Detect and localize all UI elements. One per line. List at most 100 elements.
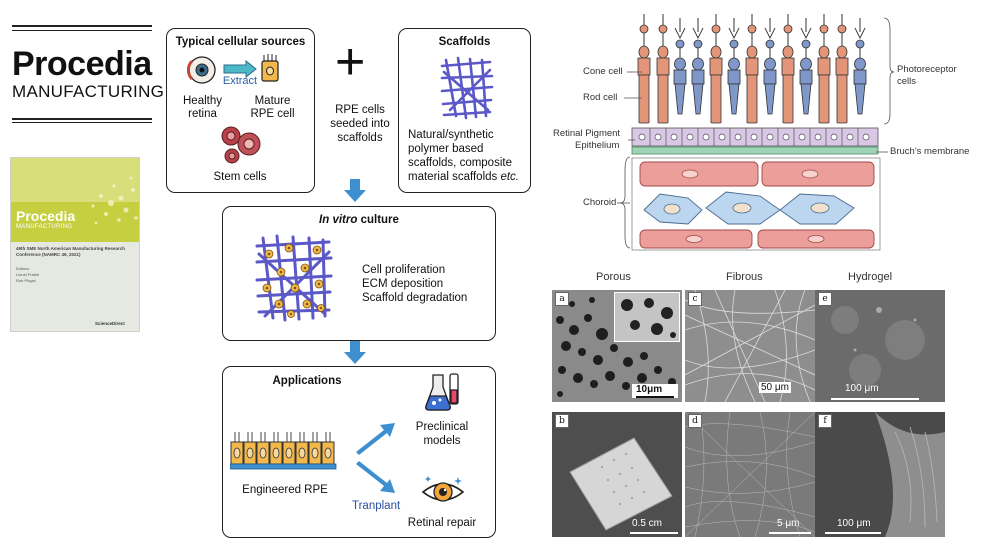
journal-subtitle: MANUFACTURING: [12, 82, 165, 101]
bruch-membrane-label: Bruch's membrane: [890, 146, 970, 157]
plus-sign: +: [335, 33, 366, 91]
rpe-cell-icon: [261, 54, 279, 82]
journal-name: Procedia: [12, 45, 152, 83]
micrograph-panel-e: e 100 μm: [815, 290, 945, 402]
scaffolds-desc-etc: etc.: [500, 171, 520, 183]
scaffolds-desc-4: material scaffolds etc.: [408, 171, 519, 184]
engineered-rpe-icon: [230, 432, 337, 470]
journal-logo: Procedia MANUFACTURING: [12, 25, 164, 125]
choroid-label: Choroid: [583, 197, 617, 208]
scalebar-b-line: [630, 532, 678, 534]
micrograph-panel-f: f 100 μm: [815, 412, 945, 537]
retina-layers-diagram: [631, 13, 881, 251]
membrane-texture-b: [552, 412, 682, 537]
engineered-rpe-label: Engineered RPE: [242, 484, 328, 496]
journal-cover: Procedia MANUFACTURING 49th SME North Am…: [10, 157, 140, 332]
retinal-repair-label: Retinal repair: [407, 517, 477, 529]
porous-inset-texture: [621, 298, 676, 338]
cover-editor-1: Lionel Fratini: [16, 272, 39, 277]
micrograph-panel-a: a 10μm: [552, 290, 682, 402]
scalebar-e: 100 μm: [845, 383, 879, 394]
culture-title-italic: In vitro: [319, 214, 358, 226]
extract-arrow-icon: [223, 60, 257, 78]
scalebar-a-line: [636, 396, 674, 398]
culture-title: In vitro culture: [222, 214, 496, 227]
arrow-up-right-icon: [356, 423, 395, 455]
rpe-label-1: Retinal Pigment: [553, 128, 621, 139]
logo-top-rule-2: [12, 30, 152, 31]
arrow-down-right-icon: [356, 461, 395, 493]
healthy-label-2: retina: [188, 108, 217, 120]
transplant-label: Tranplant: [352, 500, 401, 512]
seeded-label-1: RPE cells: [335, 104, 385, 116]
logo-bottom-rule-2: [12, 122, 152, 123]
scaffold-mesh-icon: [440, 56, 494, 120]
flow-arrow-1: [344, 179, 366, 202]
flow-arrow-2: [344, 341, 366, 364]
bruch-membrane: [631, 146, 879, 155]
hydrogel-texture-e: [815, 290, 945, 402]
applications-title: Applications: [272, 375, 342, 387]
culture-item-2: ECM deposition: [362, 278, 444, 290]
scaffolds-desc-4-text: material scaffolds: [408, 171, 501, 183]
scalebar-a: 10μm: [636, 384, 663, 395]
retina-leader-lines: [617, 17, 895, 249]
scaffolds-title: Scaffolds: [438, 36, 491, 48]
cover-title-band: [11, 202, 139, 242]
mature-label-1: Mature: [254, 95, 291, 107]
rpe-layer: [631, 127, 879, 147]
cover-header-band: [11, 158, 139, 202]
scalebar-d-line: [769, 532, 811, 534]
cover-editor-2: Rob Plugel: [16, 278, 36, 283]
culture-scaffold-icon: [255, 234, 333, 322]
fibrous-title: Fibrous: [726, 271, 763, 283]
stem-cells-icon: [221, 126, 261, 164]
micrograph-panel-d: d 5 μm: [685, 412, 815, 537]
micrograph-panel-b: b 0.5 cm: [552, 412, 682, 537]
extract-label: Extract: [222, 75, 258, 87]
eye-repair-icon: [421, 476, 465, 502]
cover-conference: 49th SME North American Manufacturing Re…: [16, 246, 125, 257]
panel-label-a: a: [555, 292, 569, 306]
porous-inset: [614, 292, 680, 342]
panel-label-d: d: [688, 414, 702, 428]
cover-subtitle: MANUFACTURING: [16, 224, 73, 230]
panel-label-f: f: [818, 414, 832, 428]
culture-title-rest: culture: [357, 214, 399, 226]
scalebar-e-line: [831, 398, 919, 400]
logo-top-rule: [12, 25, 152, 27]
culture-item-3: Scaffold degradation: [362, 292, 468, 304]
scalebar-f: 100 μm: [837, 518, 871, 529]
rod-cell-label: Rod cell: [583, 92, 618, 103]
scaffolds-desc-2: polymer based: [408, 143, 484, 155]
scalebar-c: 50 μm: [759, 382, 791, 393]
healthy-label-1: Healthy: [183, 95, 222, 107]
fibrous-texture-c: [685, 290, 815, 402]
seeded-label-2: seeded into: [330, 118, 390, 130]
panel-label-c: c: [688, 292, 702, 306]
cone-cell-label: Cone cell: [583, 66, 623, 77]
scalebar-b: 0.5 cm: [632, 518, 663, 529]
culture-item-1: Cell proliferation: [362, 264, 446, 276]
photoreceptor-label-2: cells: [897, 76, 917, 87]
panel-label-b: b: [555, 414, 569, 428]
preclinical-label-1: Preclinical: [415, 421, 469, 433]
cover-dots-pattern: [91, 176, 138, 225]
sources-title: Typical cellular sources: [175, 36, 306, 48]
cover-title: Procedia: [16, 208, 76, 224]
mature-label-2: RPE cell: [250, 108, 295, 120]
fibrous-texture-d: [685, 412, 815, 537]
rpe-label-2: Epithelium: [575, 140, 620, 151]
cover-editors-label: Editors:: [16, 266, 30, 271]
flask-icon: [425, 373, 459, 411]
hydrogel-title: Hydrogel: [848, 271, 893, 283]
scalebar-a-box: [632, 384, 678, 398]
scaffolds-desc-3: scaffolds, composite: [408, 157, 512, 169]
cover-publisher: ScienceDirect: [95, 321, 125, 326]
scalebar-d: 5 μm: [777, 518, 800, 529]
logo-bottom-rule: [12, 118, 152, 120]
seeded-label-3: scaffolds: [337, 132, 383, 144]
panel-label-e: e: [818, 292, 832, 306]
hydrogel-texture-f: [815, 412, 945, 537]
choroid-layer: [631, 157, 881, 251]
